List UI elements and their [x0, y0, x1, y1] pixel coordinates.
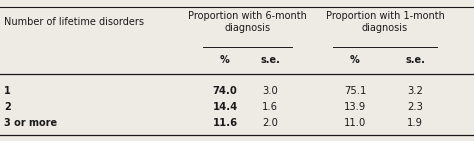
Text: 2.3: 2.3 [407, 102, 423, 112]
Text: 3 or more: 3 or more [4, 118, 57, 128]
Text: 11.6: 11.6 [212, 118, 237, 128]
Text: Number of lifetime disorders: Number of lifetime disorders [4, 17, 144, 27]
Text: Proportion with 1-month
diagnosis: Proportion with 1-month diagnosis [326, 11, 445, 33]
Text: 74.0: 74.0 [213, 86, 237, 96]
Text: 3.0: 3.0 [262, 86, 278, 96]
Text: s.e.: s.e. [260, 55, 280, 65]
Text: s.e.: s.e. [405, 55, 425, 65]
Text: %: % [350, 55, 360, 65]
Text: 75.1: 75.1 [344, 86, 366, 96]
Text: 1: 1 [4, 86, 11, 96]
Text: 1.9: 1.9 [407, 118, 423, 128]
Text: 13.9: 13.9 [344, 102, 366, 112]
Text: 1.6: 1.6 [262, 102, 278, 112]
Text: 3.2: 3.2 [407, 86, 423, 96]
Text: 2: 2 [4, 102, 11, 112]
Text: 14.4: 14.4 [212, 102, 237, 112]
Text: 2.0: 2.0 [262, 118, 278, 128]
Text: 11.0: 11.0 [344, 118, 366, 128]
Text: %: % [220, 55, 230, 65]
Text: Proportion with 6-month
diagnosis: Proportion with 6-month diagnosis [188, 11, 307, 33]
